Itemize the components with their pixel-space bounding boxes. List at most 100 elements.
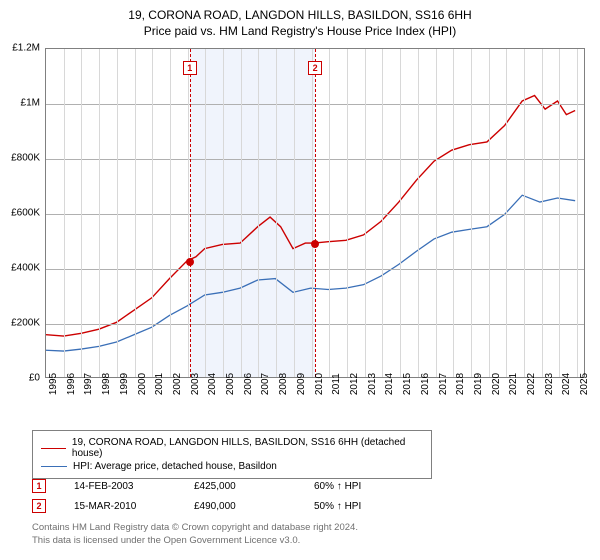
- x-axis-label: 2009: [296, 373, 307, 395]
- x-axis-label: 1997: [83, 373, 94, 395]
- gridline-v: [577, 49, 578, 377]
- gridline-v: [99, 49, 100, 377]
- event-marker-box: 1: [183, 61, 197, 75]
- title-block: 19, CORONA ROAD, LANGDON HILLS, BASILDON…: [0, 0, 600, 44]
- gridline-v: [294, 49, 295, 377]
- gridline-v: [312, 49, 313, 377]
- x-axis-label: 2014: [384, 373, 395, 395]
- x-axis-label: 2018: [455, 373, 466, 395]
- gridline-v: [135, 49, 136, 377]
- gridline-v: [329, 49, 330, 377]
- gridline-v: [489, 49, 490, 377]
- transaction-pct: 50% ↑ HPI: [314, 501, 414, 512]
- license-text: Contains HM Land Registry data © Crown c…: [32, 522, 358, 548]
- x-axis-label: 2020: [491, 373, 502, 395]
- legend-label: 19, CORONA ROAD, LANGDON HILLS, BASILDON…: [72, 437, 423, 459]
- transaction-pct: 60% ↑ HPI: [314, 481, 414, 492]
- x-axis-label: 2004: [207, 373, 218, 395]
- gridline-v: [365, 49, 366, 377]
- y-axis-label: £0: [29, 373, 40, 384]
- gridline-v: [276, 49, 277, 377]
- gridline-v: [188, 49, 189, 377]
- license-line2: This data is licensed under the Open Gov…: [32, 535, 358, 548]
- transaction-marker: 1: [32, 479, 46, 493]
- gridline-v: [347, 49, 348, 377]
- x-axis-label: 2025: [579, 373, 590, 395]
- x-axis-label: 1995: [48, 373, 59, 395]
- legend-swatch: [41, 466, 67, 467]
- gridline-v: [542, 49, 543, 377]
- y-axis-label: £400K: [11, 263, 40, 274]
- gridline-v: [400, 49, 401, 377]
- y-axis-label: £1M: [21, 98, 40, 109]
- x-axis-label: 2011: [331, 373, 342, 395]
- gridline-v: [64, 49, 65, 377]
- gridline-v: [205, 49, 206, 377]
- legend-swatch: [41, 448, 66, 449]
- x-axis-label: 2016: [420, 373, 431, 395]
- title-address: 19, CORONA ROAD, LANGDON HILLS, BASILDON…: [0, 8, 600, 22]
- x-axis-label: 2003: [190, 373, 201, 395]
- x-axis-label: 2023: [544, 373, 555, 395]
- transaction-date: 14-FEB-2003: [74, 481, 194, 492]
- event-dot: [311, 240, 319, 248]
- x-axis-label: 2019: [473, 373, 484, 395]
- y-axis-label: £600K: [11, 208, 40, 219]
- x-axis-label: 2001: [154, 373, 165, 395]
- x-axis-label: 2021: [508, 373, 519, 395]
- x-axis-label: 2013: [367, 373, 378, 395]
- y-axis-label: £1.2M: [12, 43, 40, 54]
- x-axis-label: 2022: [526, 373, 537, 395]
- x-axis-label: 1996: [66, 373, 77, 395]
- transactions-table: 1 14-FEB-2003£425,00060% ↑ HPI 2 15-MAR-201…: [32, 476, 414, 516]
- y-axis-label: £200K: [11, 318, 40, 329]
- x-axis-label: 2024: [561, 373, 572, 395]
- x-axis-label: 2000: [137, 373, 148, 395]
- gridline-v: [117, 49, 118, 377]
- event-marker-box: 2: [308, 61, 322, 75]
- transaction-price: £490,000: [194, 501, 314, 512]
- series-hpi: [46, 195, 575, 351]
- x-axis-label: 2012: [349, 373, 360, 395]
- x-axis-label: 2017: [438, 373, 449, 395]
- title-subtitle: Price paid vs. HM Land Registry's House …: [0, 24, 600, 38]
- gridline-v: [453, 49, 454, 377]
- legend-box: 19, CORONA ROAD, LANGDON HILLS, BASILDON…: [32, 430, 432, 479]
- legend-row: 19, CORONA ROAD, LANGDON HILLS, BASILDON…: [41, 436, 423, 460]
- legend-row: HPI: Average price, detached house, Basi…: [41, 460, 423, 473]
- y-axis-label: £800K: [11, 153, 40, 164]
- transaction-row: 1 14-FEB-2003£425,00060% ↑ HPI: [32, 476, 414, 496]
- gridline-v: [436, 49, 437, 377]
- x-axis-label: 1999: [119, 373, 130, 395]
- gridline-v: [170, 49, 171, 377]
- gridline-v: [524, 49, 525, 377]
- gridline-v: [506, 49, 507, 377]
- gridline-v: [559, 49, 560, 377]
- gridline-v: [152, 49, 153, 377]
- x-axis-label: 2008: [278, 373, 289, 395]
- gridline-v: [382, 49, 383, 377]
- transaction-row: 2 15-MAR-2010£490,00050% ↑ HPI: [32, 496, 414, 516]
- x-axis-label: 2002: [172, 373, 183, 395]
- x-axis-label: 2015: [402, 373, 413, 395]
- event-dash-line: [315, 49, 316, 377]
- x-axis-label: 2006: [243, 373, 254, 395]
- chart-container: 19, CORONA ROAD, LANGDON HILLS, BASILDON…: [0, 0, 600, 560]
- license-line1: Contains HM Land Registry data © Crown c…: [32, 522, 358, 535]
- gridline-v: [241, 49, 242, 377]
- gridline-v: [258, 49, 259, 377]
- chart-plot-area: 12: [45, 48, 585, 378]
- x-axis-label: 2010: [314, 373, 325, 395]
- series-property: [46, 96, 575, 337]
- gridline-v: [81, 49, 82, 377]
- gridline-v: [223, 49, 224, 377]
- transaction-marker: 2: [32, 499, 46, 513]
- gridline-v: [418, 49, 419, 377]
- x-axis-label: 1998: [101, 373, 112, 395]
- event-dash-line: [190, 49, 191, 377]
- legend-label: HPI: Average price, detached house, Basi…: [73, 461, 277, 472]
- transaction-price: £425,000: [194, 481, 314, 492]
- transaction-date: 15-MAR-2010: [74, 501, 194, 512]
- gridline-v: [471, 49, 472, 377]
- event-dot: [186, 258, 194, 266]
